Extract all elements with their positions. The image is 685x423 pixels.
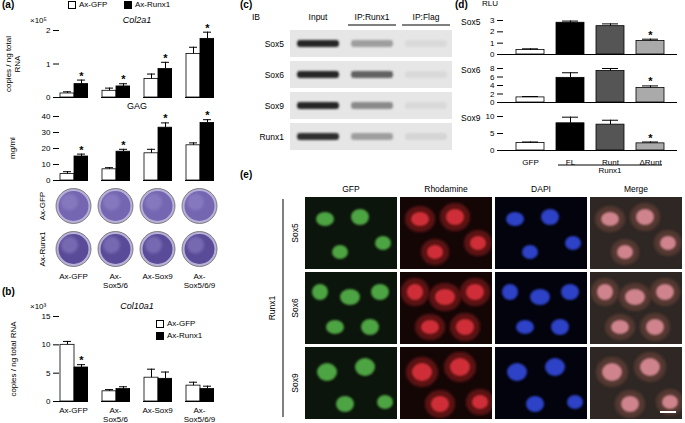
svg-text:30: 30 [42,128,51,137]
svg-text:8: 8 [490,64,495,73]
html-text:(b): (b) [2,286,15,297]
html-text:Ax-GFP: Ax-GFP [79,0,108,9]
html-text:Ax-Runx1: Ax-Runx1 [167,331,203,340]
svg-text:10: 10 [42,340,51,349]
html-text:IP:Runx1: IP:Runx1 [354,12,390,22]
html-text:(a): (a) [2,0,15,10]
svg-text:2: 2 [490,27,495,36]
svg-text:3: 3 [490,16,495,25]
html-text:IP:Flag: IP:Flag [412,12,440,22]
svg-text:*: * [205,109,210,121]
html-text:Sox5: Sox5 [289,223,300,243]
html-text:Input: Input [308,12,328,22]
html-text:Sox9: Sox9 [461,113,481,123]
html-text:Sox5: Sox5 [264,39,284,49]
html-text:Runx1: Runx1 [266,295,277,321]
html-text:Runx1: Runx1 [598,166,622,175]
svg-text:*: * [121,139,126,151]
svg-text:GFP: GFP [522,158,538,167]
html-text:copies / ng total RNA: copies / ng total RNA [7,320,17,397]
svg-text:5: 5 [490,129,495,138]
html-text:Sox6: Sox6 [461,65,481,75]
svg-text:*: * [121,73,126,85]
svg-text:2: 2 [46,26,51,35]
svg-text:0: 0 [490,146,495,155]
svg-text:FL: FL [566,158,576,167]
svg-text:1: 1 [46,60,51,69]
html-text:(d): (d) [455,0,468,10]
html-text:×10³: ×10³ [30,302,47,311]
svg-text:10: 10 [486,112,495,121]
html-text:Ax-GFP: Ax-GFP [59,272,88,281]
svg-text:5: 5 [46,369,51,378]
svg-text:15: 15 [42,312,51,321]
html-text:Ax-GFP: Ax-GFP [59,406,88,415]
svg-text:10: 10 [42,160,51,169]
html-text:Sox9: Sox9 [289,373,300,393]
html-text:GAG: GAG [127,101,147,111]
html-text:GFP: GFP [342,184,360,194]
html-text:Rhodamine: Rhodamine [424,184,468,194]
html-text:Ax-Sox5/6: Ax-Sox5/6 [103,406,128,423]
html-text:Ax-GFP: Ax-GFP [167,319,196,328]
svg-text:0: 0 [46,176,51,185]
html-text:Col10a1: Col10a1 [120,301,154,311]
html-text:Sox5: Sox5 [461,17,481,27]
html-text:Merge: Merge [624,184,648,194]
html-text:Sox6: Sox6 [264,70,284,80]
html-text:Col2a1: Col2a1 [122,15,152,25]
html-text:(e): (e) [240,169,253,180]
svg-text:6: 6 [490,73,495,82]
html-text:(c): (c) [240,0,253,10]
svg-text:*: * [79,70,84,82]
svg-text:*: * [648,29,653,41]
svg-text:*: * [163,112,168,124]
html-text:mg/ml: mg/ml [7,137,17,159]
html-text:×10⁵: ×10⁵ [30,16,47,25]
svg-text:40: 40 [42,112,51,121]
html-text:copies / ng total RNA: copies / ng total RNA [3,35,21,92]
svg-text:0: 0 [46,93,51,102]
html-text:Ax-Sox9: Ax-Sox9 [142,272,173,281]
html-text:Ax-GFP: Ax-GFP [37,191,47,221]
svg-text:1: 1 [490,39,495,48]
html-text:Ax-Sox5/6: Ax-Sox5/6 [103,272,128,290]
svg-text:0: 0 [490,98,495,107]
svg-text:*: * [163,52,168,64]
html-text:Sox9: Sox9 [264,101,284,111]
html-text:Ax-Sox9: Ax-Sox9 [142,406,173,415]
html-text:Ax-Sox5/6/9: Ax-Sox5/6/9 [183,272,216,290]
html-text:RLU: RLU [482,0,498,8]
svg-text:*: * [79,354,84,366]
svg-text:Runt: Runt [602,158,620,167]
html-text:Ax-Sox5/6/9: Ax-Sox5/6/9 [183,406,216,423]
html-text:DAPI: DAPI [531,184,551,194]
svg-text:2: 2 [490,90,495,99]
html-text:Runx1: Runx1 [259,132,284,142]
html-text:IB: IB [252,12,260,22]
svg-text:20: 20 [42,144,51,153]
svg-text:*: * [648,132,653,144]
svg-text:*: * [79,144,84,156]
svg-text:0: 0 [490,50,495,59]
html-text:Ax-Runx1: Ax-Runx1 [37,231,47,267]
html-text:Ax-Runx1: Ax-Runx1 [135,0,171,9]
html-text:Sox6: Sox6 [289,298,300,318]
svg-text:4: 4 [490,81,495,90]
svg-text:0: 0 [46,397,51,406]
svg-text:*: * [648,75,653,87]
svg-text:ΔRunt: ΔRunt [639,158,662,167]
svg-text:*: * [205,22,210,34]
